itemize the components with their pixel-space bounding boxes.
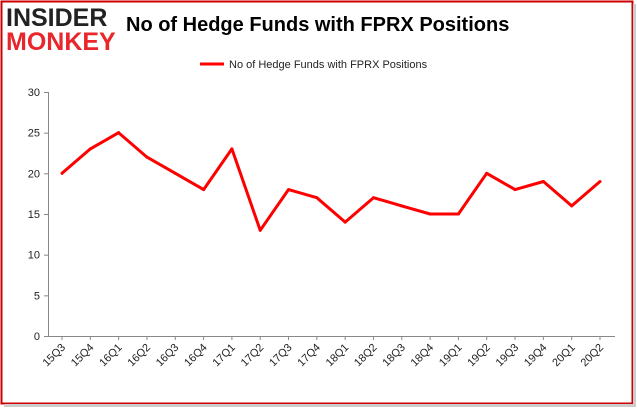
x-tick-label: 18Q3 <box>380 342 408 370</box>
frame-shadow-bottom <box>4 404 636 407</box>
x-tick-label: 15Q3 <box>41 342 69 370</box>
data-point <box>343 220 347 224</box>
x-tick-label: 20Q1 <box>550 342 578 370</box>
data-point <box>400 204 404 208</box>
data-point <box>173 171 177 175</box>
y-tick-label: 5 <box>34 290 40 302</box>
data-point <box>315 196 319 200</box>
data-point <box>258 228 262 232</box>
x-tick-label: 19Q1 <box>437 342 465 370</box>
y-tick-label: 25 <box>28 128 40 140</box>
y-tick-label: 0 <box>34 331 40 343</box>
x-tick-label: 16Q2 <box>126 342 154 370</box>
data-point <box>88 147 92 151</box>
y-tick-label: 15 <box>28 209 40 221</box>
data-point <box>513 188 517 192</box>
x-tick-label: 17Q3 <box>267 342 295 370</box>
data-point <box>117 131 121 135</box>
x-tick-label: 18Q1 <box>324 342 352 370</box>
data-point <box>202 188 206 192</box>
y-tick-label: 10 <box>28 250 40 262</box>
logo-text-top: INSIDER <box>6 4 108 32</box>
data-point <box>570 204 574 208</box>
data-point <box>287 188 291 192</box>
chart-title: No of Hedge Funds with FPRX Positions <box>126 14 510 36</box>
y-tick-label: 30 <box>28 87 40 99</box>
legend: No of Hedge Funds with FPRX Positions <box>200 59 428 71</box>
data-point <box>541 179 545 183</box>
frame-shadow-right <box>633 4 636 406</box>
data-point <box>145 155 149 159</box>
data-point <box>60 171 64 175</box>
insider-monkey-logo: INSIDER MONKEY <box>6 4 118 56</box>
x-tick-label: 19Q3 <box>494 342 522 370</box>
series-layer <box>60 131 602 232</box>
series-line <box>61 131 601 232</box>
x-tick-label: 18Q2 <box>352 342 380 370</box>
x-tick-label: 18Q4 <box>409 342 437 370</box>
x-tick-label: 17Q1 <box>210 342 238 370</box>
x-tick-label: 15Q4 <box>69 342 97 370</box>
data-point <box>230 147 234 151</box>
data-point <box>428 212 432 216</box>
data-point <box>371 196 375 200</box>
x-tick-label: 20Q2 <box>579 342 607 370</box>
x-tick-label: 16Q1 <box>97 342 125 370</box>
x-tick-label: 19Q4 <box>522 342 550 370</box>
logo-text-bottom: MONKEY <box>6 28 116 56</box>
x-tick-label: 17Q2 <box>239 342 267 370</box>
data-point <box>485 171 489 175</box>
legend-label: No of Hedge Funds with FPRX Positions <box>229 59 428 71</box>
x-tick-label: 16Q4 <box>182 342 210 370</box>
data-point <box>456 212 460 216</box>
x-tick-label: 17Q4 <box>295 342 323 370</box>
y-tick-label: 20 <box>28 168 40 180</box>
data-point <box>598 179 602 183</box>
x-tick-label: 16Q3 <box>154 342 182 370</box>
y-axis-ticks: 0 5 10 15 20 25 30 <box>28 87 48 343</box>
x-axis-ticks: 15Q3 15Q4 16Q1 16Q2 16Q3 16Q4 17Q1 17Q2 17Q3 17Q4… <box>41 336 607 370</box>
x-tick-label: 19Q2 <box>465 342 493 370</box>
